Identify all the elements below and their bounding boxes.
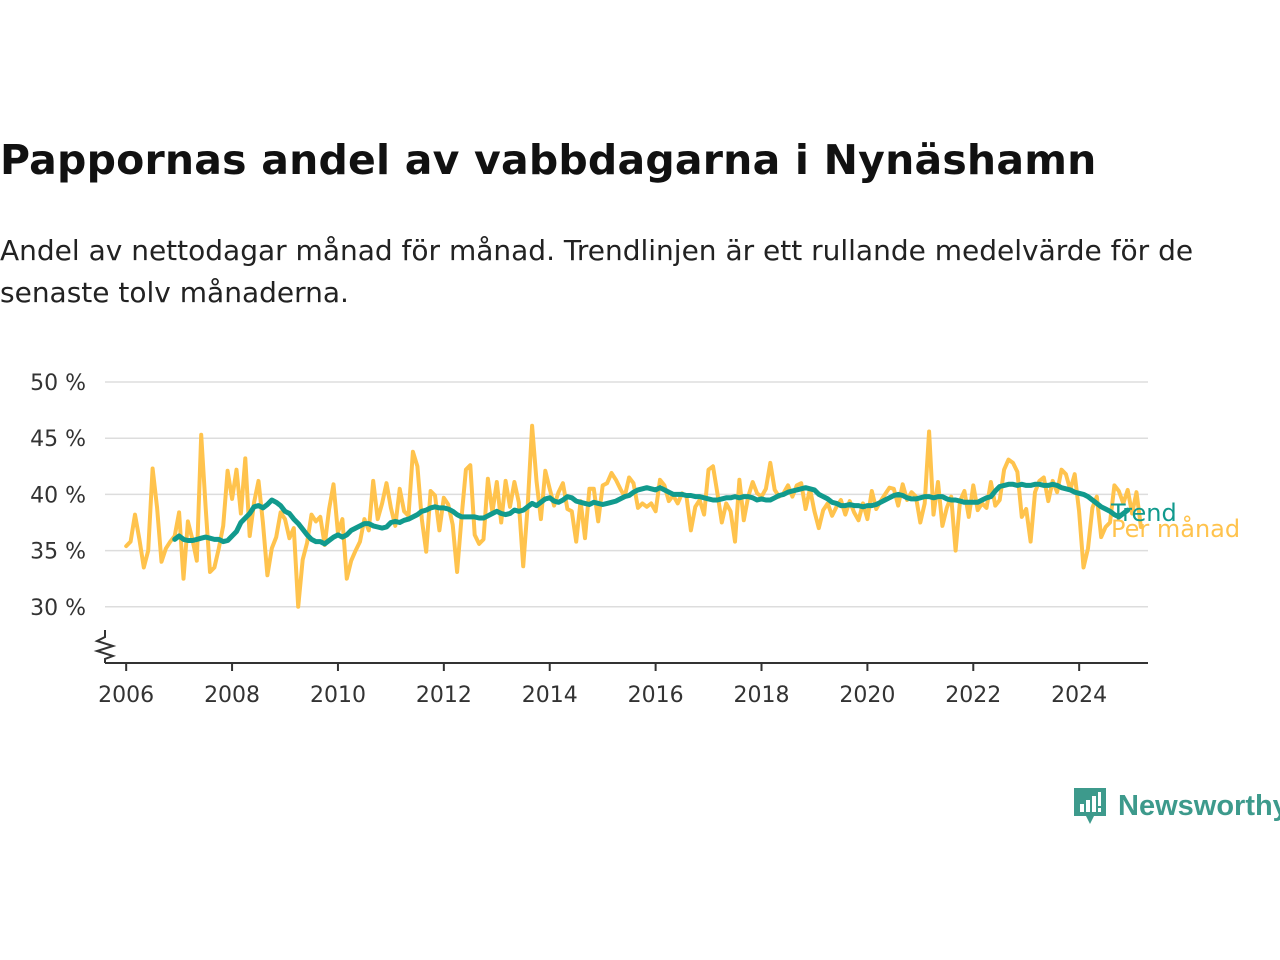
x-tick-label: 2012 xyxy=(416,683,472,708)
x-tick-label: 2010 xyxy=(310,683,366,708)
newsworthy-logo-icon xyxy=(1074,788,1106,824)
y-tick-label: 50 % xyxy=(30,371,86,396)
x-tick-label: 2018 xyxy=(734,683,790,708)
x-tick-label: 2024 xyxy=(1051,683,1107,708)
y-tick-label: 30 % xyxy=(30,596,86,621)
x-tick-label: 2008 xyxy=(204,683,260,708)
x-tick-label: 2016 xyxy=(628,683,684,708)
y-tick-label: 45 % xyxy=(30,427,86,452)
x-axis: 2006 2008 2010 2012 2014 2016 2018 2020 2022 2024 xyxy=(93,630,1148,708)
x-tick-label: 2020 xyxy=(839,683,895,708)
x-tick-label: 2014 xyxy=(522,683,578,708)
y-axis-ticks: 30 % 35 % 40 % 45 % 50 % xyxy=(30,371,86,621)
series-lines xyxy=(124,423,1143,609)
chart-subtitle: Andel av nettodagar månad för månad. Tre… xyxy=(0,234,1194,309)
chart-title: Pappornas andel av vabbdagarna i Nynäsha… xyxy=(0,136,1097,184)
series-line-monthly xyxy=(124,423,1143,609)
axis-break-icon xyxy=(93,630,117,663)
series-line-trend xyxy=(172,481,1131,547)
y-tick-label: 40 % xyxy=(30,483,86,508)
series-label-monthly: Per månad xyxy=(1111,514,1240,543)
y-tick-label: 35 % xyxy=(30,540,86,565)
x-tick-label: 2006 xyxy=(98,683,154,708)
brand-logo: Newsworthy xyxy=(1072,786,1280,826)
brand-name: Newsworthy xyxy=(1118,789,1280,822)
series-label-trend: Trend xyxy=(1110,499,1177,527)
x-tick-label: 2022 xyxy=(945,683,1001,708)
